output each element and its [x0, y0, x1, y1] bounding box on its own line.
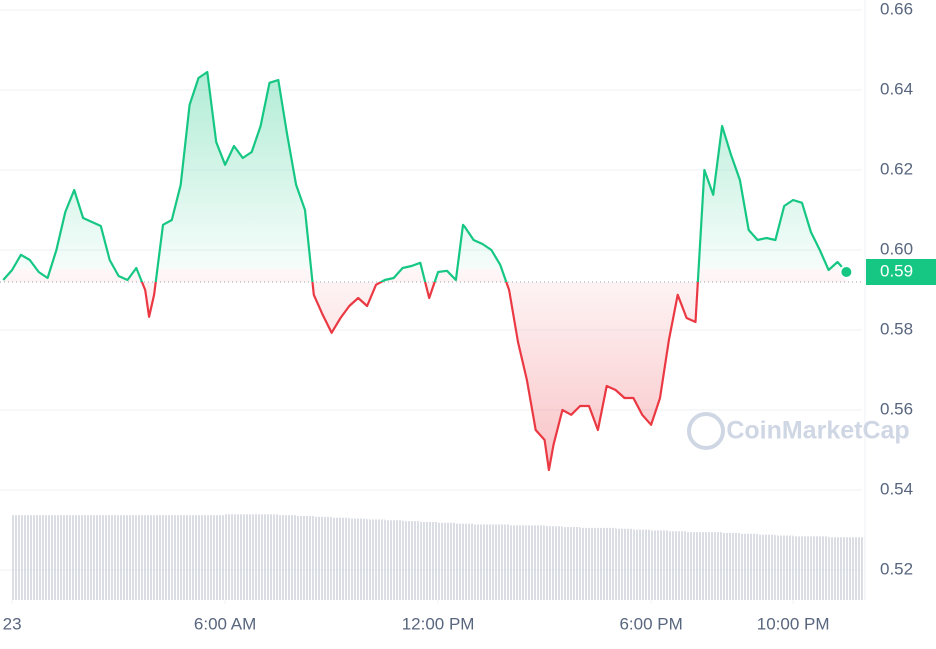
- volume-bar: [509, 525, 527, 600]
- volume-bar: [686, 532, 705, 600]
- volume-bar: [810, 536, 829, 600]
- x-tick-label: 6:00 PM: [619, 614, 682, 633]
- volume-bar: [242, 514, 261, 600]
- volume-bar: [597, 527, 616, 600]
- volume-bar: [349, 518, 368, 600]
- price-badge: [866, 259, 936, 285]
- volume-bar: [136, 515, 155, 600]
- volume-bar: [438, 522, 456, 600]
- volume-bar: [171, 515, 190, 600]
- volume-bar: [207, 515, 226, 600]
- volume-bar: [562, 527, 581, 600]
- volume-bar: [846, 537, 865, 600]
- volume-bar: [828, 537, 847, 600]
- y-tick-label: 0.54: [880, 479, 913, 498]
- x-tick-label: 23: [3, 614, 22, 633]
- volume-bar: [722, 532, 740, 600]
- volume-bar: [402, 521, 421, 600]
- volume-bar: [793, 536, 811, 600]
- volume-bar: [118, 515, 137, 600]
- volume-bar: [615, 528, 634, 600]
- volume-bar: [491, 524, 510, 600]
- y-tick-label: 0.56: [880, 399, 913, 418]
- price-badge-label: 0.59: [880, 261, 913, 280]
- volume-bar: [65, 515, 84, 600]
- x-tick-label: 6:00 AM: [194, 614, 256, 633]
- volume-bar: [29, 515, 48, 600]
- volume-bar: [668, 531, 687, 600]
- volume-bar: [580, 527, 598, 600]
- volume-bar: [154, 515, 172, 600]
- volume-bar: [278, 515, 297, 600]
- volume-bar: [544, 526, 563, 600]
- price-area: [3, 72, 847, 470]
- volume-bar: [12, 515, 30, 600]
- volume-bar: [455, 523, 474, 600]
- volume-bar: [189, 515, 208, 600]
- last-point: [839, 265, 854, 279]
- volume-bar: [225, 514, 243, 600]
- watermark-logo: [687, 412, 725, 450]
- volume-bar: [100, 515, 119, 600]
- volume-bar: [420, 521, 439, 600]
- volume-bar: [526, 525, 545, 600]
- volume-bar: [313, 516, 332, 600]
- y-tick-label: 0.58: [880, 319, 913, 338]
- watermark: CoinMarketCap: [726, 417, 909, 445]
- volume-bar: [83, 515, 101, 600]
- volume-bar: [47, 515, 66, 600]
- volume-bar: [296, 516, 314, 600]
- volume-bar: [633, 529, 652, 600]
- y-tick-label: 0.66: [880, 0, 913, 18]
- volume-bar: [775, 535, 794, 600]
- x-tick-label: 10:00 PM: [757, 614, 830, 633]
- volume-bar: [757, 534, 776, 600]
- volume-bar: [367, 519, 385, 600]
- y-tick-label: 0.64: [880, 79, 913, 98]
- price-line: [2, 70, 848, 472]
- volume-bar: [331, 517, 350, 600]
- volume-bar: [704, 532, 723, 600]
- volume-bar: [260, 514, 279, 600]
- volume-bar: [651, 530, 669, 600]
- volume-bar: [739, 533, 758, 600]
- volume-bar: [473, 524, 492, 600]
- y-tick-label: 0.52: [880, 559, 913, 578]
- x-tick-label: 12:00 PM: [402, 614, 475, 633]
- y-tick-label: 0.62: [880, 159, 913, 178]
- volume-bar: [384, 520, 403, 600]
- y-tick-label: 0.60: [880, 239, 913, 258]
